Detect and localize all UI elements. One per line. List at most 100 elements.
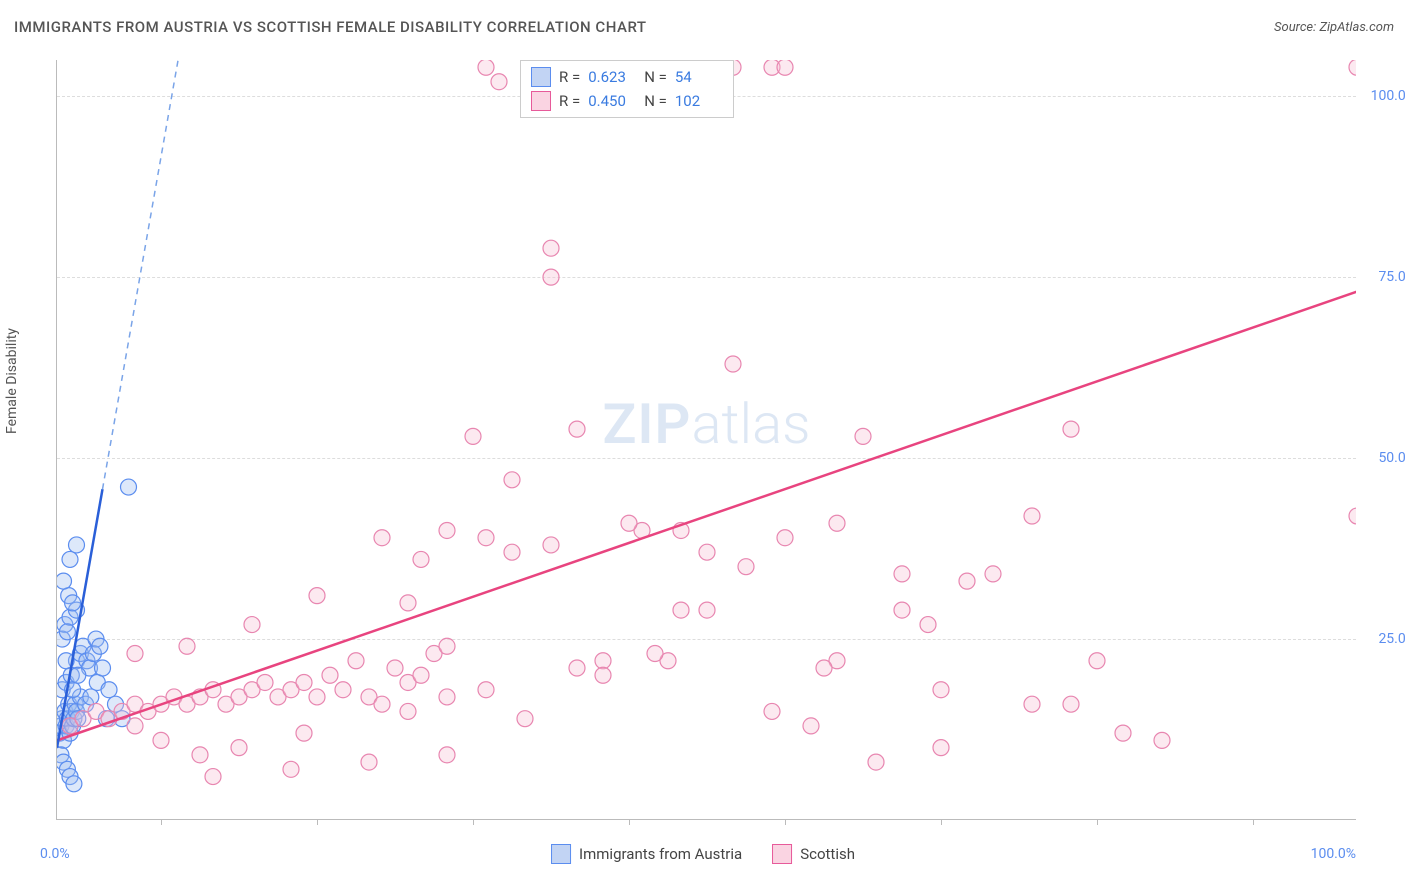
data-point: [699, 602, 715, 618]
data-point: [543, 537, 559, 553]
data-point: [868, 754, 884, 770]
data-point: [439, 689, 455, 705]
n-label: N =: [644, 92, 667, 110]
data-point: [491, 74, 507, 90]
data-point: [569, 660, 585, 676]
data-point: [335, 682, 351, 698]
data-point: [127, 718, 143, 734]
data-point: [504, 472, 520, 488]
data-point: [1024, 696, 1040, 712]
data-point: [569, 421, 585, 437]
legend-correlation: R = 0.623 N = 54 R = 0.450 N = 102: [520, 60, 734, 118]
swatch-pink-icon: [772, 844, 792, 864]
data-point: [517, 711, 533, 727]
source-attribution: Source: ZipAtlas.com: [1274, 20, 1394, 35]
r-label: R =: [559, 92, 580, 110]
data-point: [543, 269, 559, 285]
x-tick: [161, 819, 162, 825]
data-point: [57, 573, 72, 589]
x-origin-label: 0.0%: [40, 846, 70, 862]
data-point: [66, 776, 82, 792]
data-point: [985, 566, 1001, 582]
data-point: [69, 537, 85, 553]
data-point: [439, 747, 455, 763]
data-point: [1154, 732, 1170, 748]
data-point: [595, 667, 611, 683]
y-tick-label: 75.0%: [1361, 269, 1406, 285]
data-point: [933, 740, 949, 756]
plot-svg: [57, 60, 1356, 819]
data-point: [244, 617, 260, 633]
r-label: R =: [559, 68, 580, 86]
legend-label-1: Scottish: [800, 845, 855, 863]
x-tick: [941, 819, 942, 825]
legend-item-1: Scottish: [772, 844, 855, 864]
data-point: [1349, 60, 1356, 75]
data-point: [647, 646, 663, 662]
data-point: [764, 703, 780, 719]
y-tick-label: 100.0%: [1361, 88, 1406, 104]
data-point: [179, 638, 195, 654]
data-point: [322, 667, 338, 683]
n-value-0: 54: [675, 68, 723, 86]
data-point: [413, 667, 429, 683]
legend-series: Immigrants from Austria Scottish: [551, 844, 855, 864]
data-point: [894, 566, 910, 582]
x-tick: [317, 819, 318, 825]
data-point: [920, 617, 936, 633]
data-point: [478, 682, 494, 698]
swatch-blue-icon: [551, 844, 571, 864]
data-point: [387, 660, 403, 676]
data-point: [959, 573, 975, 589]
source-label: Source:: [1274, 20, 1316, 35]
data-point: [309, 588, 325, 604]
data-point: [777, 60, 793, 75]
legend-row-series-1: R = 0.450 N = 102: [531, 89, 723, 113]
data-point: [413, 551, 429, 567]
data-point: [70, 667, 86, 683]
data-point: [1063, 421, 1079, 437]
legend-row-series-0: R = 0.623 N = 54: [531, 65, 723, 89]
x-tick: [785, 819, 786, 825]
y-axis-label: Female Disability: [4, 328, 20, 434]
data-point: [361, 754, 377, 770]
r-value-1: 0.450: [588, 92, 636, 110]
data-point: [205, 769, 221, 785]
data-point: [296, 674, 312, 690]
data-point: [153, 732, 169, 748]
x-tick: [473, 819, 474, 825]
r-value-0: 0.623: [588, 68, 636, 86]
swatch-blue-icon: [531, 67, 551, 87]
data-point: [374, 696, 390, 712]
data-point: [309, 689, 325, 705]
trend-line-blue-dash: [103, 60, 179, 489]
data-point: [504, 544, 520, 560]
chart-title: IMMIGRANTS FROM AUSTRIA VS SCOTTISH FEMA…: [14, 18, 647, 36]
data-point: [673, 602, 689, 618]
data-point: [101, 682, 117, 698]
data-point: [777, 530, 793, 546]
data-point: [192, 747, 208, 763]
data-point: [95, 660, 111, 676]
data-point: [816, 660, 832, 676]
data-point: [127, 646, 143, 662]
data-point: [478, 530, 494, 546]
data-point: [621, 515, 637, 531]
x-tick: [1253, 819, 1254, 825]
trend-line-pink: [57, 292, 1356, 741]
data-point: [543, 240, 559, 256]
n-label: N =: [644, 68, 667, 86]
data-point: [933, 682, 949, 698]
data-point: [439, 638, 455, 654]
data-point: [595, 653, 611, 669]
data-point: [59, 624, 75, 640]
data-point: [296, 725, 312, 741]
x-tick: [629, 819, 630, 825]
data-point: [1063, 696, 1079, 712]
data-point: [1115, 725, 1131, 741]
data-point: [439, 522, 455, 538]
data-point: [374, 530, 390, 546]
data-point: [231, 740, 247, 756]
y-tick-label: 25.0%: [1361, 631, 1406, 647]
x-tick: [1097, 819, 1098, 825]
